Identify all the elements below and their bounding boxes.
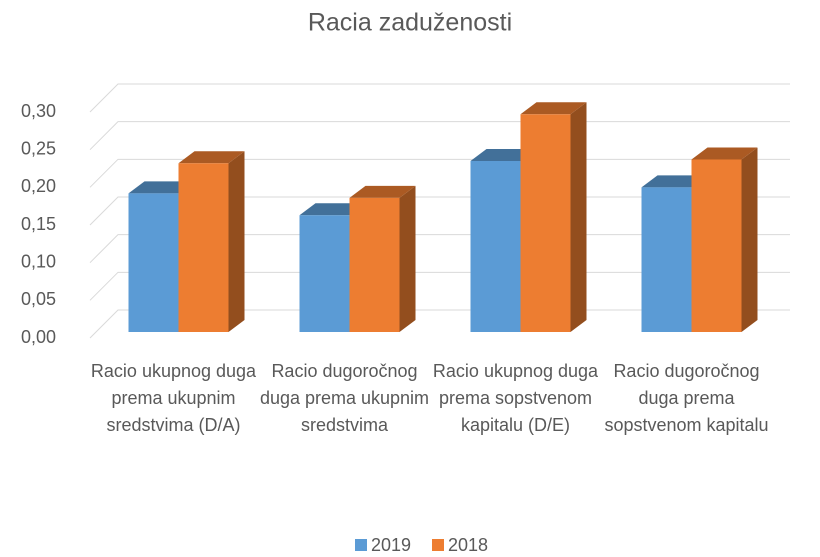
bar-top bbox=[178, 151, 245, 164]
bar-top bbox=[470, 148, 537, 161]
bar bbox=[178, 163, 229, 332]
bar bbox=[470, 160, 521, 332]
bar bbox=[128, 193, 179, 332]
bar-top bbox=[349, 185, 416, 198]
grid-line bbox=[89, 83, 790, 113]
x-tick-label: Racio dugoročnog duga prema sopstvenom k… bbox=[604, 361, 769, 435]
y-tick-label: 0,10 bbox=[21, 251, 56, 271]
legend-label: 2018 bbox=[448, 535, 488, 555]
bar-top bbox=[691, 147, 758, 160]
grid-line bbox=[89, 121, 790, 151]
bar-top bbox=[299, 203, 366, 216]
bar bbox=[520, 114, 571, 332]
bar bbox=[299, 215, 350, 332]
y-tick-label: 0,20 bbox=[21, 176, 56, 196]
bar bbox=[691, 159, 742, 332]
y-tick-label: 0,15 bbox=[21, 214, 56, 234]
bar-side bbox=[399, 185, 416, 332]
bar-side bbox=[570, 102, 587, 332]
bar-top bbox=[641, 175, 708, 188]
legend-swatch bbox=[432, 539, 444, 551]
y-tick-label: 0,30 bbox=[21, 101, 56, 121]
bar bbox=[349, 197, 400, 332]
bar-side bbox=[228, 151, 245, 332]
x-tick-label: Racio ukupnog duga prema sopstvenom kapi… bbox=[432, 361, 599, 435]
x-tick-label: Racio dugoročnog duga prema ukupnim sred… bbox=[259, 361, 430, 435]
y-tick-label: 0,05 bbox=[21, 289, 56, 309]
chart-title: Racia zaduženosti bbox=[308, 9, 512, 37]
bar-side bbox=[741, 147, 758, 332]
x-tick-label: Racio ukupnog duga prema ukupnim sredstv… bbox=[90, 361, 257, 435]
y-tick-label: 0,00 bbox=[21, 327, 56, 347]
y-tick-label: 0,25 bbox=[21, 138, 56, 158]
bar-top bbox=[128, 181, 195, 194]
legend-swatch bbox=[355, 539, 367, 551]
bar bbox=[641, 187, 692, 332]
bar-top bbox=[520, 102, 587, 115]
legend-label: 2019 bbox=[371, 535, 411, 555]
